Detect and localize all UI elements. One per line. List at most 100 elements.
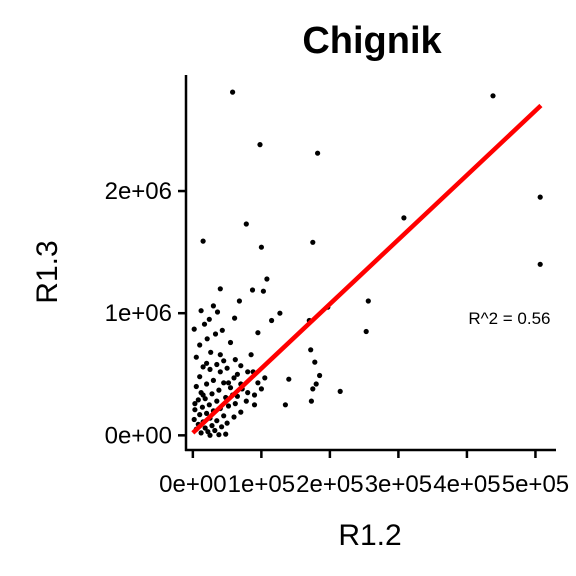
data-point xyxy=(204,336,210,342)
regression-line xyxy=(191,103,543,435)
data-point xyxy=(537,261,543,267)
data-point xyxy=(258,244,264,250)
data-point xyxy=(197,342,203,348)
data-point xyxy=(490,93,496,99)
data-point xyxy=(219,327,225,333)
data-point xyxy=(214,361,220,368)
data-point xyxy=(210,377,216,383)
data-point xyxy=(217,352,223,358)
data-point xyxy=(206,316,212,322)
data-point xyxy=(209,391,215,397)
data-point xyxy=(209,423,215,429)
data-point xyxy=(193,383,199,390)
data-point xyxy=(212,427,218,434)
data-point xyxy=(214,398,220,404)
data-point xyxy=(231,375,237,381)
data-point xyxy=(224,365,230,371)
data-point xyxy=(192,401,198,407)
x-tick-label: 1e+05 xyxy=(228,471,295,498)
data-point xyxy=(286,376,292,382)
data-point xyxy=(202,425,208,431)
data-point xyxy=(227,339,234,346)
data-point xyxy=(401,215,407,221)
data-point xyxy=(204,381,210,387)
y-tick-label: 2e+06 xyxy=(105,178,172,205)
data-point xyxy=(212,331,219,337)
fit-line-layer xyxy=(191,103,543,435)
x-tick-label: 5e+05 xyxy=(502,471,569,498)
data-point xyxy=(238,409,244,415)
data-point xyxy=(232,357,238,363)
data-point xyxy=(231,414,237,420)
data-point xyxy=(537,194,543,200)
data-point xyxy=(191,416,197,423)
y-tick-label: 0e+00 xyxy=(105,422,172,449)
data-point xyxy=(251,392,258,398)
data-point xyxy=(210,303,216,309)
data-point xyxy=(201,321,208,327)
r-squared-annotation: R^2 = 0.56 xyxy=(468,309,550,328)
data-point xyxy=(214,418,220,424)
data-point xyxy=(232,315,238,321)
data-point xyxy=(230,89,236,95)
data-point xyxy=(255,330,261,336)
data-point xyxy=(227,385,234,391)
data-point xyxy=(193,354,199,360)
data-point xyxy=(207,432,213,438)
data-point xyxy=(219,424,225,430)
data-point xyxy=(191,326,197,332)
data-point xyxy=(223,431,229,437)
data-point xyxy=(225,380,232,386)
y-tick-label: 1e+06 xyxy=(105,300,172,327)
data-point xyxy=(217,286,223,292)
data-point xyxy=(234,371,240,377)
data-point xyxy=(248,352,254,358)
data-point xyxy=(195,397,201,403)
data-point xyxy=(204,410,210,416)
data-point xyxy=(224,420,230,426)
data-point xyxy=(192,407,198,413)
data-point xyxy=(257,142,263,148)
x-tick-label: 4e+05 xyxy=(433,471,500,498)
data-point xyxy=(221,413,227,419)
data-point xyxy=(198,308,204,314)
data-point xyxy=(315,150,321,156)
data-point xyxy=(221,358,227,364)
data-point xyxy=(245,390,251,396)
data-point xyxy=(337,388,343,394)
data-point xyxy=(310,386,316,392)
x-tick-label: 3e+05 xyxy=(365,471,432,498)
data-point xyxy=(204,360,210,366)
x-axis-label: R1.2 xyxy=(338,519,401,552)
data-point xyxy=(236,298,242,304)
data-point xyxy=(365,298,371,304)
data-point xyxy=(221,380,227,386)
data-point xyxy=(264,276,270,282)
data-point xyxy=(313,381,319,387)
data-point xyxy=(245,369,251,375)
data-point xyxy=(198,430,204,436)
data-point xyxy=(262,375,268,381)
data-point xyxy=(207,366,213,372)
data-point xyxy=(258,386,264,392)
data-point xyxy=(251,402,258,408)
data-point xyxy=(269,317,275,324)
data-point xyxy=(197,412,203,418)
data-point xyxy=(317,372,323,379)
data-point xyxy=(260,288,266,294)
data-point xyxy=(232,401,238,407)
data-point xyxy=(216,387,222,393)
data-point xyxy=(199,404,205,410)
data-point xyxy=(308,398,314,404)
chart-title: Chignik xyxy=(302,20,442,62)
data-point xyxy=(217,369,223,375)
data-point xyxy=(225,403,232,409)
data-point xyxy=(238,363,244,369)
x-tick-label: 2e+05 xyxy=(296,471,363,498)
data-point xyxy=(243,221,249,227)
data-point xyxy=(312,359,318,365)
data-point xyxy=(282,402,288,408)
data-point xyxy=(206,402,212,408)
